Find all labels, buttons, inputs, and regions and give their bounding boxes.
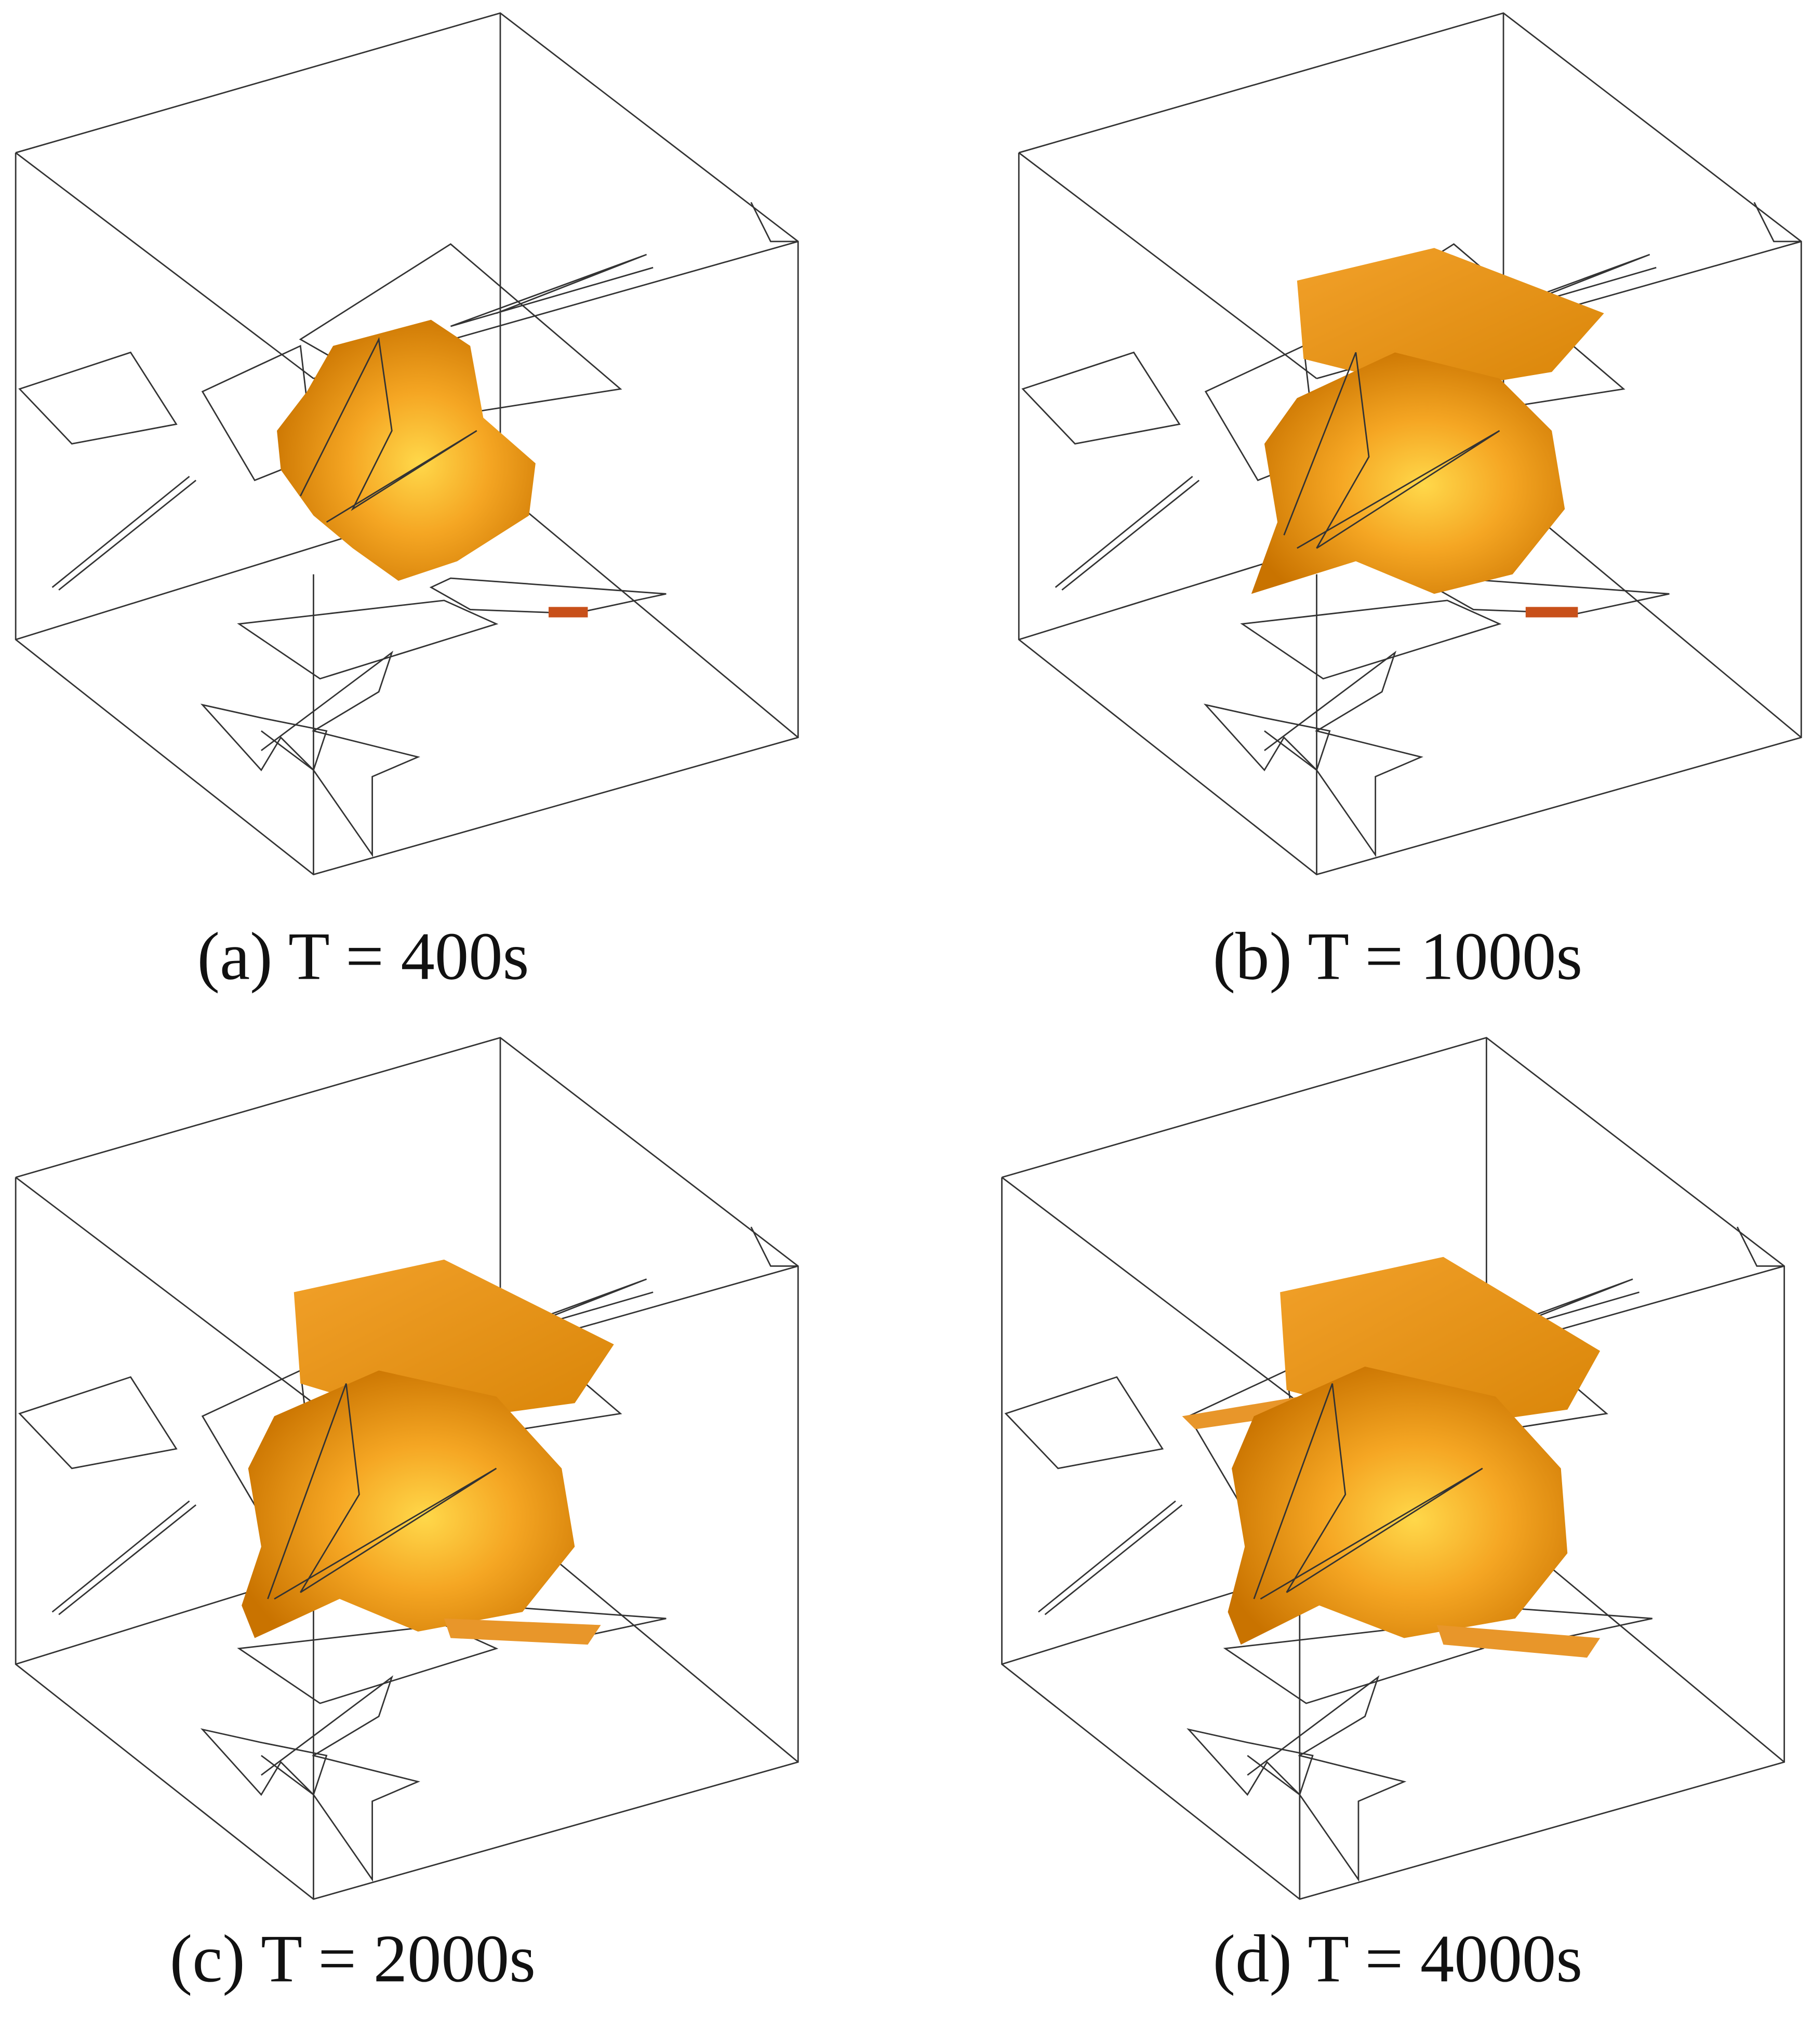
plume xyxy=(277,319,536,581)
plume xyxy=(1251,352,1565,594)
panel-c: (c) T = 2000s xyxy=(15,1037,799,1996)
plume xyxy=(242,1370,575,1638)
caption: (b) T = 1000s xyxy=(1213,919,1583,994)
caption: (c) T = 2000s xyxy=(170,1921,536,1996)
panel-a: (a) T = 400s xyxy=(15,12,799,994)
panel-b: (b) T = 1000s xyxy=(1018,12,1802,994)
slab xyxy=(1297,248,1604,392)
caption: (a) T = 400s xyxy=(197,919,529,994)
panel-d: (d) T = 4000s xyxy=(1001,1037,1785,1996)
caption: (d) T = 4000s xyxy=(1213,1921,1583,1996)
